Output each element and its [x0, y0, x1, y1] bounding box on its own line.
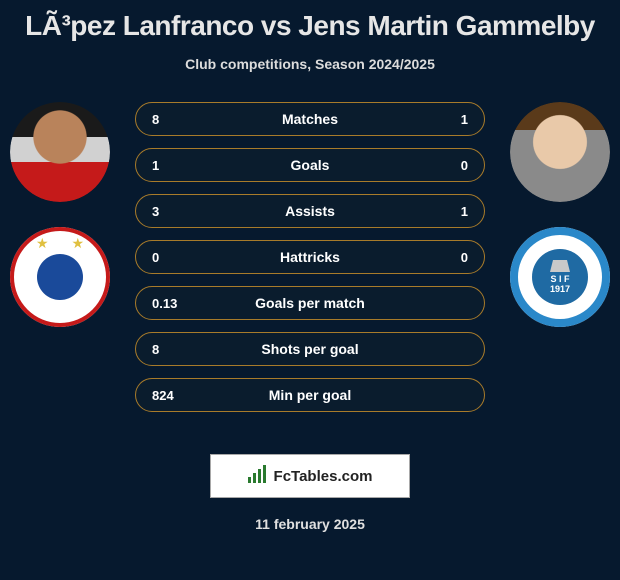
site-badge[interactable]: FcTables.com: [210, 454, 410, 498]
stat-value-right: 1: [434, 112, 484, 127]
player-right-avatar: [510, 102, 610, 202]
stat-value-left: 824: [136, 388, 190, 403]
stat-value-left: 0.13: [136, 296, 193, 311]
stat-value-left: 8: [136, 342, 186, 357]
stat-value-right: 0: [434, 158, 484, 173]
stat-label: Goals: [136, 157, 484, 173]
fctables-logo-icon: [248, 465, 268, 488]
page-date: 11 february 2025: [0, 516, 620, 532]
stat-row: 824Min per goal: [135, 378, 485, 412]
stat-row: 3Assists1: [135, 194, 485, 228]
stat-label: Hattricks: [136, 249, 484, 265]
stat-row: 0.13Goals per match: [135, 286, 485, 320]
ship-icon: [550, 260, 570, 272]
club-right-emblem-year: 1917: [550, 284, 570, 294]
stat-label: Matches: [136, 111, 484, 127]
stat-value-left: 3: [136, 204, 186, 219]
page-title: LÃ³pez Lanfranco vs Jens Martin Gammelby: [0, 0, 620, 42]
stat-value-left: 8: [136, 112, 186, 127]
club-left-logo: ★ ★: [10, 227, 110, 327]
stat-row: 1Goals0: [135, 148, 485, 182]
stat-row: 8Matches1: [135, 102, 485, 136]
page-subtitle: Club competitions, Season 2024/2025: [0, 56, 620, 72]
stat-label: Shots per goal: [136, 341, 484, 357]
stat-value-left: 1: [136, 158, 186, 173]
stat-value-right: 1: [434, 204, 484, 219]
club-right-emblem-text: S I F: [550, 274, 569, 284]
club-right-emblem: S I F 1917: [532, 249, 588, 305]
player-left-avatar: [10, 102, 110, 202]
stat-row: 8Shots per goal: [135, 332, 485, 366]
player-right-avatar-image: [510, 102, 610, 202]
club-right-logo: S I F 1917: [510, 227, 610, 327]
stat-label: Assists: [136, 203, 484, 219]
player-left-avatar-image: [10, 102, 110, 202]
stat-value-left: 0: [136, 250, 186, 265]
stat-value-right: 0: [434, 250, 484, 265]
stat-row: 0Hattricks0: [135, 240, 485, 274]
site-badge-label: FcTables.com: [274, 468, 373, 485]
comparison-area: ★ ★ S I F 1917 8Matches11Goals03Assists1…: [0, 102, 620, 432]
stats-list: 8Matches11Goals03Assists10Hattricks00.13…: [135, 102, 485, 412]
